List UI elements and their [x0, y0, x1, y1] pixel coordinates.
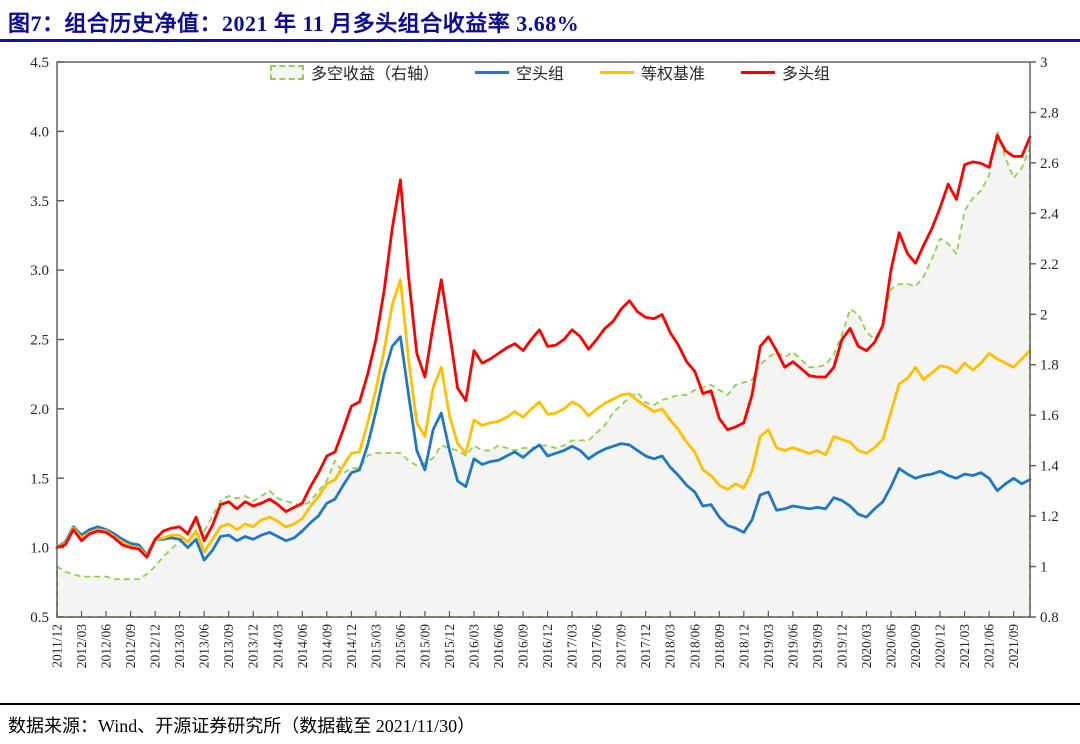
benchmark-line-swatch: [600, 70, 634, 74]
legend-item-long-short: 多空收益（右轴）: [269, 60, 439, 84]
svg-text:1.5: 1.5: [30, 471, 49, 487]
legend-label: 等权基准: [641, 66, 706, 83]
svg-text:2014/09: 2014/09: [319, 624, 334, 669]
svg-text:2021/03: 2021/03: [957, 624, 972, 669]
legend-item-long: 多头组: [741, 60, 830, 84]
series-line-1: [55, 335, 1032, 562]
footer-divider: [0, 703, 1080, 705]
svg-text:2019/06: 2019/06: [785, 624, 800, 669]
svg-text:2020/12: 2020/12: [933, 624, 948, 668]
svg-text:2013/03: 2013/03: [172, 624, 187, 669]
legend-label: 多头组: [782, 66, 831, 83]
svg-text:2.2: 2.2: [1040, 257, 1059, 273]
svg-text:1.6: 1.6: [1040, 408, 1059, 424]
svg-text:2018/06: 2018/06: [687, 624, 702, 669]
svg-text:2019/03: 2019/03: [761, 624, 776, 669]
short-line-swatch: [474, 70, 509, 74]
svg-text:2019/12: 2019/12: [834, 624, 849, 668]
svg-text:2013/09: 2013/09: [221, 624, 236, 669]
svg-text:2017/12: 2017/12: [638, 624, 653, 668]
right-axis: 0.8 1 1.2 1.4 1.6 1.8 2 2.2 2.4 2.6 2.8 3: [1030, 55, 1059, 626]
long-line-swatch: [741, 70, 776, 74]
svg-text:2018/03: 2018/03: [663, 624, 678, 669]
chart-legend: 多空收益（右轴） 空头组 等权基准 多头组: [60, 60, 1040, 84]
svg-text:2012/03: 2012/03: [74, 624, 89, 669]
svg-text:0.8: 0.8: [1040, 610, 1059, 626]
svg-text:2015/03: 2015/03: [368, 624, 383, 669]
svg-text:2016/03: 2016/03: [467, 624, 482, 669]
svg-text:2014/12: 2014/12: [344, 624, 359, 668]
svg-text:2017/03: 2017/03: [565, 624, 580, 669]
svg-text:2019/09: 2019/09: [810, 624, 825, 669]
svg-text:1: 1: [1040, 560, 1048, 576]
legend-label: 空头组: [515, 66, 564, 83]
net-value-chart: 0.5 1.0 1.5 2.0 2.5 3.0 3.5 4.0 4.5 0.8 1 1.2 1.4 1.6…: [0, 42, 1080, 700]
svg-text:2016/12: 2016/12: [540, 624, 555, 668]
svg-text:2: 2: [1040, 307, 1048, 323]
x-axis: 2011/12 2012/03 2012/06 2012/09 2012/12 2013/…: [50, 611, 1021, 669]
svg-text:2018/09: 2018/09: [712, 624, 727, 669]
svg-text:2011/12: 2011/12: [50, 624, 65, 668]
svg-text:2020/06: 2020/06: [884, 624, 899, 669]
series-line-2: [55, 278, 1032, 558]
data-source-note: 数据来源：Wind、开源证券研究所（数据截至 2021/11/30）: [8, 716, 476, 736]
svg-text:2013/12: 2013/12: [246, 624, 261, 668]
svg-text:2012/06: 2012/06: [99, 624, 114, 669]
svg-text:4.0: 4.0: [30, 124, 49, 140]
svg-text:0.5: 0.5: [30, 610, 49, 626]
legend-label: 多空收益（右轴）: [310, 66, 439, 83]
svg-text:3.0: 3.0: [30, 263, 49, 279]
svg-text:2012/12: 2012/12: [148, 624, 163, 668]
svg-text:2016/09: 2016/09: [516, 624, 531, 669]
svg-text:2017/06: 2017/06: [589, 624, 604, 669]
svg-text:2.0: 2.0: [30, 402, 49, 418]
svg-text:2014/03: 2014/03: [270, 624, 285, 669]
svg-text:2021/09: 2021/09: [1006, 624, 1021, 669]
svg-text:2015/12: 2015/12: [442, 624, 457, 668]
svg-text:2020/09: 2020/09: [908, 624, 923, 669]
legend-item-benchmark: 等权基准: [600, 60, 705, 84]
svg-text:2013/06: 2013/06: [197, 624, 212, 669]
svg-text:2016/06: 2016/06: [491, 624, 506, 669]
svg-text:1.0: 1.0: [30, 541, 49, 557]
figure-title: 图7：组合历史净值：2021 年 11 月多头组合收益率 3.68%: [8, 11, 580, 36]
svg-text:2.8: 2.8: [1040, 105, 1059, 121]
svg-text:2021/06: 2021/06: [982, 624, 997, 669]
svg-text:2014/06: 2014/06: [295, 624, 310, 669]
svg-text:3: 3: [1040, 55, 1048, 71]
svg-text:1.4: 1.4: [1040, 459, 1059, 475]
svg-text:2015/06: 2015/06: [393, 624, 408, 669]
svg-text:1.8: 1.8: [1040, 358, 1059, 374]
long-short-area-swatch: [269, 64, 304, 80]
svg-text:2012/09: 2012/09: [123, 624, 138, 669]
svg-text:2.6: 2.6: [1040, 156, 1059, 172]
long-short-area: [56, 129, 1031, 618]
svg-text:3.5: 3.5: [30, 194, 49, 210]
svg-text:2015/09: 2015/09: [417, 624, 432, 669]
svg-text:2018/12: 2018/12: [736, 624, 751, 668]
legend-item-short: 空头组: [474, 60, 564, 84]
svg-text:2017/09: 2017/09: [614, 624, 629, 669]
title-underline: [0, 39, 1080, 42]
svg-text:4.5: 4.5: [30, 55, 49, 71]
chart-canvas: 0.5 1.0 1.5 2.0 2.5 3.0 3.5 4.0 4.5 0.8 1 1.2 1.4 1.6…: [30, 55, 1059, 669]
svg-text:2.5: 2.5: [30, 333, 49, 349]
left-axis: 0.5 1.0 1.5 2.0 2.5 3.0 3.5 4.0 4.5: [30, 55, 64, 626]
svg-text:1.2: 1.2: [1040, 509, 1059, 525]
svg-text:2020/03: 2020/03: [859, 624, 874, 669]
svg-text:2.4: 2.4: [1040, 206, 1059, 222]
series-line-3: [55, 134, 1032, 559]
